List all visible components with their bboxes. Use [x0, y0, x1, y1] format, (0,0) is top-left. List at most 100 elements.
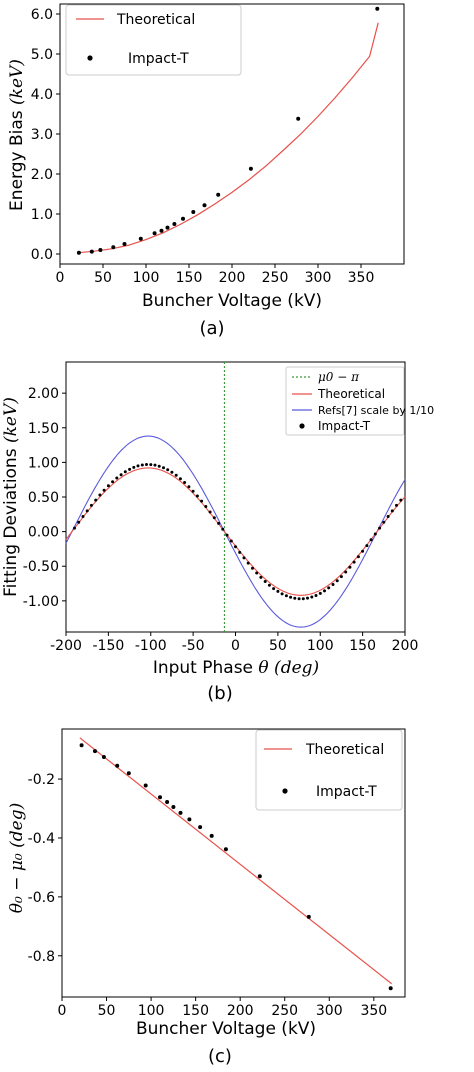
panel-a-ytick-label: 2.0: [31, 167, 53, 183]
panel-c-legend-dot-swatch: [282, 788, 288, 794]
panel-b-impact-point: [348, 565, 352, 569]
panel-a-ytick-label: 4.0: [31, 87, 53, 103]
panel-c-xtick-label: 300: [316, 1003, 343, 1019]
panel-a-legend-theoretical: Theoretical: [116, 12, 195, 28]
panel-b-xtick-label: -150: [92, 638, 124, 654]
panel-b-impact-point: [81, 515, 85, 518]
panel-b-xtick-label: 200: [392, 638, 419, 654]
panel-b-impact-point: [344, 570, 348, 574]
panel-b-legend-dot-swatch: [299, 423, 305, 429]
panel-b-ytick-label: -0.50: [23, 559, 59, 575]
panel-b-impact-point: [217, 521, 221, 525]
panel-c-xtick-label: 200: [227, 1003, 254, 1019]
panel-b-impact-point: [123, 470, 127, 474]
panel-b-impact-point: [399, 498, 403, 502]
panel-b-xtick-label: -50: [182, 638, 205, 654]
panel-b-impact-point: [77, 520, 81, 524]
panel-b-impact-point: [259, 575, 263, 579]
panel-b-impact-point: [166, 468, 170, 472]
panel-a-xtick-label: 200: [219, 270, 246, 286]
panel-c-xtick-label: 250: [271, 1003, 298, 1019]
panel-a-legend: Theoretical Impact-T: [65, 4, 242, 76]
panel-c-impact-point: [101, 755, 106, 759]
panel-a-impact-point: [216, 192, 221, 197]
panel-b-impact-point: [149, 463, 153, 467]
panel-b-legend-box: [285, 366, 405, 436]
panel-c-impact-point: [209, 833, 214, 838]
panel-b-impact-point: [284, 594, 288, 598]
panel-b-impact-point: [119, 473, 123, 477]
panel-c-caption: (c): [208, 1046, 232, 1067]
panel-b-impact-point: [339, 575, 343, 579]
panel-c-impact-point: [165, 800, 170, 804]
panel-b-impact-point: [229, 539, 233, 543]
panel-c-impact-point: [223, 847, 228, 852]
panel-c-impact-point: [187, 817, 192, 822]
panel-a-impact-point: [159, 228, 164, 233]
panel-b-impact-point: [276, 589, 280, 593]
panel-a-impact-point: [138, 236, 143, 241]
panel-b-impact-point: [195, 494, 199, 498]
panel-a-impact-point: [375, 6, 380, 11]
panel-b-legend: μ0 − π Theoretical Refs[7] scale by 1/10…: [285, 366, 434, 436]
panel-a-ylabel: Energy Bias (keV): [7, 59, 27, 211]
panel-b-impact-point: [242, 556, 246, 560]
panel-b-legend-mu: μ0 − π: [318, 370, 360, 384]
panel-b-ytick-label: 0.50: [28, 490, 59, 506]
panel-c-impact-point: [93, 749, 97, 754]
panel-c-impact-point: [143, 783, 148, 788]
panel-b-impact-point: [234, 545, 237, 549]
panel-b-ytick-label: 0.00: [28, 525, 59, 541]
panel-b-impact-point: [191, 489, 195, 493]
panel-c-frame: [61, 728, 406, 998]
panel-b-ytick-label: -1.00: [23, 594, 59, 610]
panel-b-ytick-label: 1.00: [28, 455, 59, 471]
panel-b-impact-point: [263, 580, 267, 583]
panel-b-impact-point: [272, 587, 276, 591]
panel-a-impact-point: [191, 210, 196, 214]
panel-b-impact-point: [178, 477, 182, 481]
panel-c-ytick-label: -0.8: [28, 949, 55, 965]
panel-c-impact-point: [178, 810, 183, 815]
panel-c-xtick-label: 150: [182, 1003, 209, 1019]
panel-b-impact-point: [365, 544, 369, 548]
panel-b-ylabel-text: Fitting Deviations: [1, 443, 21, 597]
panel-a: 0 50 100 150 200 250 300 350 0.0 1.0 2.0 3.0 4.0 5.0 6…: [7, 3, 405, 339]
panel-b-xtick-label: 50: [269, 638, 287, 654]
panel-b-impact-point: [373, 532, 377, 536]
panel-c-xtick-label: 100: [138, 1003, 165, 1019]
panel-b-impact-point: [293, 596, 297, 600]
panel-c-xtick-label: 50: [98, 1003, 116, 1019]
panel-b-ytick-label: 1.50: [28, 421, 59, 437]
panel-b-impact-point: [153, 463, 157, 467]
panel-b-impact-point: [382, 520, 386, 524]
panel-c-impact-point: [171, 805, 176, 809]
panel-c-legend-box: [255, 729, 403, 811]
panel-b: -200 -150 -100 -50 0 50 100 150 200 -1.00 -0.50 0.0…: [1, 361, 434, 704]
panel-b-xtick-label: 0: [231, 638, 240, 654]
panel-a-xtick-label: 150: [176, 270, 203, 286]
panel-a-legend-impact: Impact-T: [128, 51, 189, 67]
panel-b-xtick-label: -200: [50, 638, 82, 654]
panel-a-impact-point: [165, 225, 170, 230]
panel-a-impact-point: [76, 250, 81, 255]
panel-a-impact-point: [122, 242, 127, 246]
panel-c-xtick-label: 0: [58, 1003, 67, 1019]
panel-b-impact-point: [390, 509, 394, 513]
panel-c-impact-point: [158, 795, 162, 800]
panel-c-impact-point: [306, 914, 311, 919]
panel-b-impact-point: [267, 583, 271, 587]
panel-b-impact-point: [369, 538, 373, 542]
panel-a-ytick-label: 6.0: [31, 7, 53, 23]
panel-b-impact-point: [94, 498, 98, 502]
panel-a-impact-point: [111, 245, 116, 250]
panel-b-impact-point: [204, 505, 208, 508]
panel-a-ytick-label: 1.0: [31, 207, 53, 223]
panel-c-ytick-label: -0.4: [28, 831, 55, 847]
panel-b-impact-point: [331, 583, 335, 586]
panel-b-impact-point: [128, 467, 132, 471]
panel-c-plot: 0 50 100 150 200 250 300 350 -0.8 -0.6 -0.4 -0.2: [28, 728, 406, 1019]
panel-b-impact-point: [238, 550, 242, 554]
panel-a-xtick-label: 100: [133, 270, 160, 286]
